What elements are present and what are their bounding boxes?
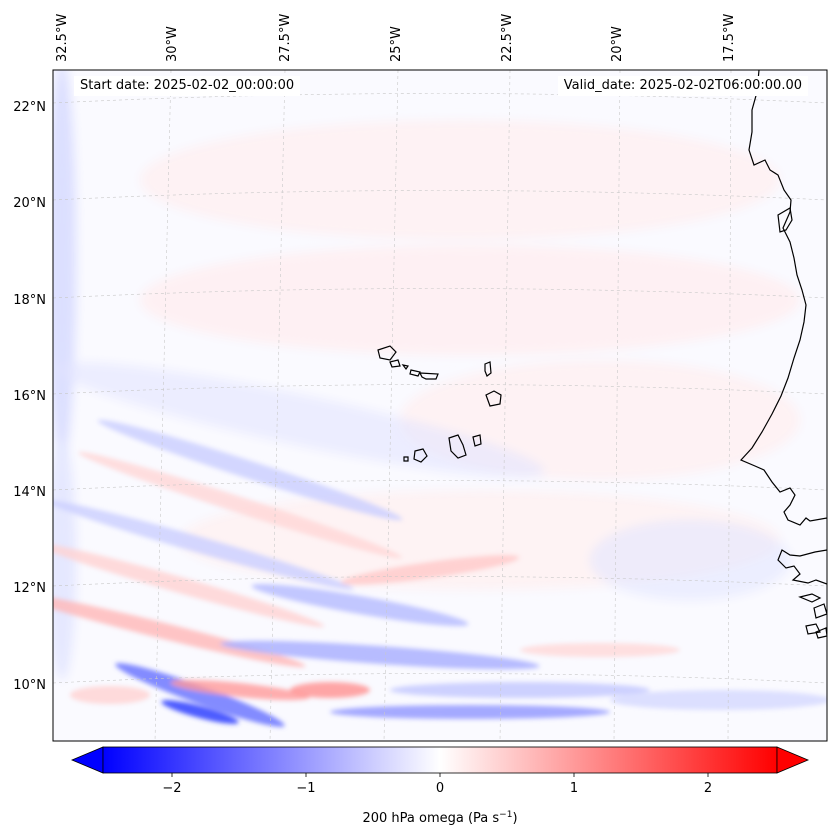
lon-label: 30°W — [165, 26, 180, 62]
coast-island — [815, 627, 827, 639]
field-band — [78, 451, 402, 559]
field-patch — [53, 70, 76, 460]
grid-lon-line — [383, 70, 399, 741]
cape-verde-boa-vista — [485, 390, 502, 407]
grid-lon-line — [613, 70, 621, 741]
grid-lat-line — [53, 190, 827, 201]
field-patch — [53, 440, 76, 680]
longitude-labels: 32.5°W 30°W 27.5°W 25°W 22.5°W 20°W 17.5… — [55, 14, 737, 62]
colorbar-low-extend — [70, 746, 104, 774]
field-patch — [140, 245, 800, 355]
field-band — [97, 419, 403, 521]
field-band — [220, 640, 540, 670]
guinea-island — [813, 603, 827, 619]
lon-label: 22.5°W — [500, 14, 515, 62]
lat-label: 16°N — [13, 389, 46, 404]
coast-island — [805, 623, 821, 635]
colorbar-high-extend — [776, 746, 810, 774]
lat-label: 10°N — [13, 678, 46, 693]
grid-lon-line — [269, 70, 286, 741]
africa-coastline — [739, 70, 827, 526]
colorbar-body — [102, 746, 778, 774]
field-band — [161, 700, 239, 724]
field-band — [290, 682, 370, 698]
colorbar-label-exponent: −1 — [499, 810, 512, 820]
field-band — [53, 592, 306, 668]
grid-lon-line — [499, 70, 511, 741]
field-band — [390, 682, 650, 698]
cape-verde-santiago — [448, 434, 467, 459]
start-date-label: Start date: 2025-02-02_00:00:00 — [74, 76, 301, 96]
field-band — [53, 500, 354, 590]
grid-lat-line — [53, 93, 827, 104]
colorbar-tick-label: −2 — [162, 781, 181, 796]
coastlines — [377, 70, 827, 639]
field-band — [251, 583, 469, 627]
field-band — [520, 643, 680, 657]
colorbar-tick-label: 1 — [570, 781, 578, 796]
latitude-labels: 22°N 20°N 18°N 16°N 14°N 12°N 10°N — [13, 100, 46, 693]
grid-lat-line — [53, 480, 827, 491]
cape-verde-sao-vicente — [389, 359, 401, 368]
map-panel: 32.5°W 30°W 27.5°W 25°W 22.5°W 20°W 17.5… — [13, 14, 828, 742]
lat-label: 14°N — [13, 485, 46, 500]
colorbar: −2 −1 0 1 2 200 hPa omega (Pa s−1) — [70, 746, 810, 826]
coastal-island — [777, 207, 793, 233]
cape-verde-santo-antao — [377, 345, 397, 361]
lat-label: 22°N — [13, 100, 46, 115]
lat-label: 18°N — [13, 293, 46, 308]
cape-verde-santa-luzia — [401, 364, 409, 371]
grid-lat-line — [53, 384, 827, 395]
colorbar-label: 200 hPa omega (Pa s−1) — [362, 810, 517, 826]
valid-date-label: Valid_date: 2025-02-02T06:00:00.00 — [557, 76, 808, 96]
grid-lat-line — [53, 576, 827, 587]
lon-label: 27.5°W — [278, 14, 293, 62]
grid-lon-line — [154, 70, 172, 741]
guinea-coastline — [777, 549, 827, 585]
field-band — [53, 542, 325, 628]
grid-lat-line — [53, 673, 827, 684]
bissagos-island — [798, 593, 822, 603]
map-frame — [52, 69, 828, 742]
cape-verde-sao-nicolau-east — [419, 372, 439, 380]
colorbar-label-text: 200 hPa omega (Pa s — [362, 811, 499, 826]
lat-label: 12°N — [13, 581, 46, 596]
field-band — [170, 679, 310, 701]
colorbar-tick-label: −1 — [296, 781, 315, 796]
colorbar-ticks — [171, 773, 709, 777]
lat-label: 20°N — [13, 196, 46, 211]
field-band — [610, 690, 827, 710]
field-patch — [590, 520, 790, 600]
field-band — [70, 686, 150, 704]
cape-verde-sao-nicolau — [409, 369, 421, 377]
colorbar-tick-label: 2 — [704, 781, 712, 796]
colorbar-tick-label: 0 — [436, 781, 444, 796]
cape-verde-brava — [403, 456, 409, 462]
cape-verde-maio — [472, 434, 482, 447]
field-band — [340, 555, 520, 585]
field-patch — [140, 120, 780, 240]
lon-label: 17.5°W — [722, 14, 737, 62]
field-band — [115, 663, 285, 727]
lon-label: 20°W — [610, 26, 625, 62]
graticule — [53, 70, 827, 741]
cape-verde-fogo — [413, 448, 428, 463]
lon-label: 32.5°W — [55, 14, 70, 62]
grid-lat-line — [53, 288, 827, 299]
grid-lon-line — [727, 70, 732, 741]
colorbar-label-end: ) — [512, 811, 517, 826]
cape-verde-sal — [484, 361, 492, 377]
field-band — [330, 705, 610, 719]
lon-label: 25°W — [389, 26, 404, 62]
